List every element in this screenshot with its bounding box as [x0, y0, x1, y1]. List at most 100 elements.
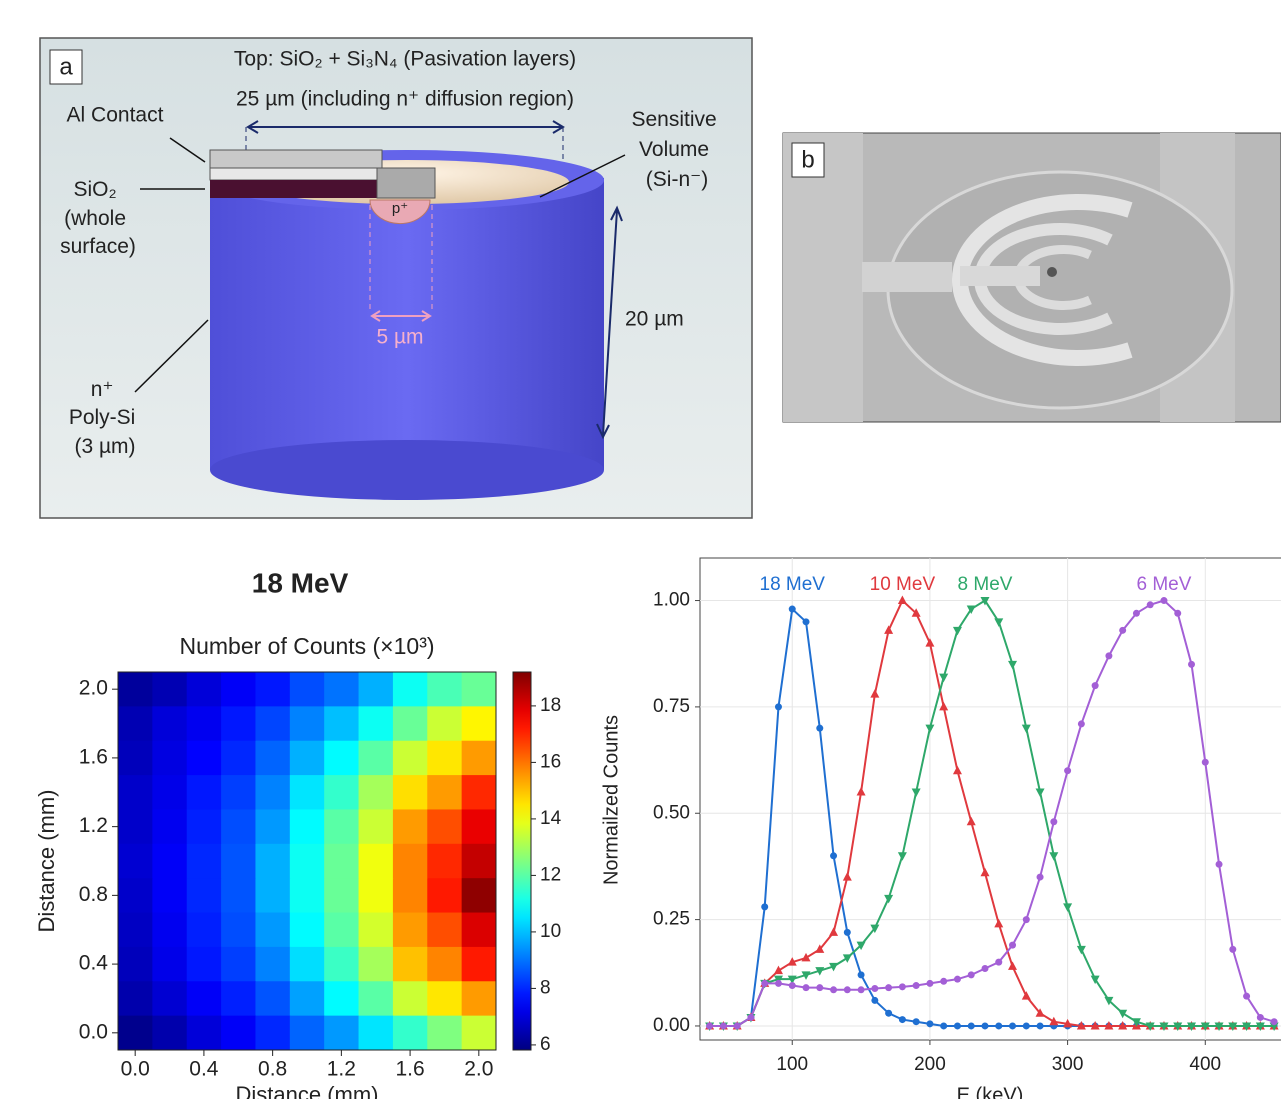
heat-cell [255, 1015, 291, 1051]
panel-a: a Top: SiO₂ + Si₃N₄ (Pasivation layers) … [39, 37, 753, 519]
sem-dot [1047, 267, 1057, 277]
colorbar-tick-label: 8 [540, 977, 551, 998]
gate-contact [376, 167, 436, 199]
marker [1228, 1022, 1238, 1031]
heat-cell [289, 981, 325, 1017]
marker [1021, 991, 1031, 1000]
heat-cell [152, 775, 188, 810]
heat-cell [152, 946, 188, 982]
marker [857, 971, 865, 979]
marker [1229, 945, 1237, 953]
heat-cell [118, 912, 153, 948]
marker [1118, 1020, 1128, 1030]
marker [802, 618, 810, 626]
text-line: Poly-Si [69, 406, 136, 429]
heat-cell [118, 946, 153, 982]
marker [995, 958, 1003, 966]
marker [802, 984, 810, 992]
marker [761, 979, 769, 987]
heat-cell [152, 843, 188, 879]
heat-cell [152, 809, 188, 845]
heat-cell [392, 706, 428, 742]
heat-cell [118, 878, 153, 914]
marker [1063, 1018, 1073, 1028]
plot-frame [699, 557, 1281, 1041]
marker [1105, 652, 1113, 660]
marker [774, 979, 782, 987]
heat-cell [221, 740, 256, 776]
heat-cell [221, 878, 256, 914]
marker [842, 954, 852, 963]
x-tick-label: 200 [914, 1054, 946, 1075]
heat-cell [152, 672, 188, 707]
chart-subtitle: Number of Counts (×10³) [179, 633, 434, 659]
marker [940, 977, 948, 985]
heat-cell [186, 946, 222, 982]
marker [911, 788, 921, 797]
x-tick-label: 0.4 [189, 1058, 219, 1081]
marker [1063, 903, 1073, 912]
panel-label: a [59, 53, 73, 80]
heat-cell [427, 1015, 463, 1051]
heat-cell [358, 672, 394, 707]
y-tick-label: 0.0 [79, 1020, 108, 1043]
marker [719, 1022, 727, 1030]
y-tick-label: 1.6 [79, 745, 108, 768]
heat-cell [186, 775, 222, 810]
heat-cell [324, 775, 360, 810]
text-line: (3 µm) [74, 435, 135, 458]
heat-cell [358, 843, 394, 879]
marker [925, 638, 935, 647]
y-tick-label: 1.2 [79, 814, 108, 837]
marker [1076, 945, 1086, 955]
heat-cell [427, 912, 463, 948]
heat-cell [289, 946, 325, 982]
diameter-arrow [370, 310, 432, 322]
marker [1035, 1008, 1045, 1017]
heat-cell [221, 843, 256, 879]
marker [856, 941, 866, 951]
pointer [134, 319, 209, 393]
marker [1243, 992, 1251, 1000]
heat-cell [392, 981, 428, 1017]
marker [966, 605, 976, 615]
heat-cell [152, 878, 188, 914]
marker [871, 985, 879, 993]
heat-cell [324, 843, 360, 879]
heat-cell [461, 981, 497, 1017]
marker [1049, 1016, 1059, 1026]
heat-cell [324, 706, 360, 742]
marker [829, 962, 839, 972]
marker [994, 618, 1004, 627]
marker [1035, 788, 1045, 797]
marker [1269, 1022, 1279, 1031]
marker [897, 852, 907, 861]
heat-cell [118, 809, 153, 845]
heat-cell [392, 1015, 428, 1051]
colorbar-tick-label: 10 [540, 921, 561, 942]
heat-cell [152, 1015, 188, 1051]
heat-cell [186, 878, 222, 914]
height-arrow [596, 205, 623, 440]
heat-cell [186, 843, 222, 879]
pointer [169, 137, 206, 163]
heat-cell [118, 740, 153, 776]
heat-cell [427, 775, 463, 810]
marker [774, 703, 782, 711]
text-line: surface) [60, 235, 136, 258]
heat-cell [255, 740, 291, 776]
marker [1036, 873, 1044, 881]
marker [1036, 1022, 1044, 1030]
panel-label: b [801, 146, 814, 173]
heat-cell [358, 981, 394, 1017]
marker [815, 967, 825, 976]
heat-cell [461, 672, 497, 707]
marker [843, 928, 851, 936]
heat-cell [221, 946, 256, 982]
y-tick-label: 0.75 [653, 696, 690, 717]
heat-cell [289, 706, 325, 742]
marker [980, 597, 990, 606]
heat-cell [255, 878, 291, 914]
panel-b: b [782, 132, 1281, 423]
marker [842, 872, 852, 881]
